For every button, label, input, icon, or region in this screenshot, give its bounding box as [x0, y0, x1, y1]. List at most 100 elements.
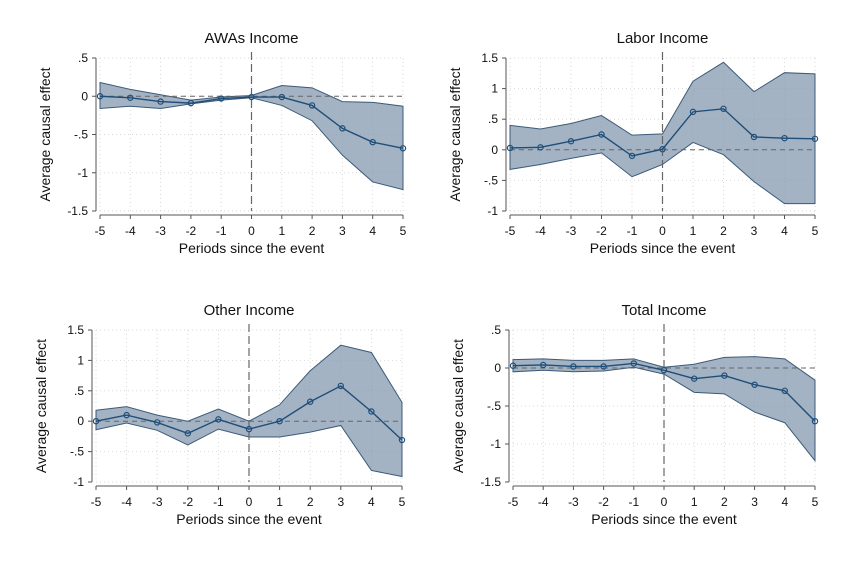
- estimate-point: [660, 367, 668, 374]
- y-axis-label: Average causal effect: [37, 67, 53, 201]
- y-tick-label: 1: [491, 82, 498, 96]
- y-tick-label: -1: [73, 475, 84, 489]
- estimate-point: [369, 138, 376, 146]
- x-tick-label: 4: [368, 495, 375, 509]
- estimate-point: [308, 102, 316, 109]
- x-tick-label: 0: [246, 495, 253, 509]
- estimate-point: [781, 134, 788, 142]
- chart-panel: -1 -.5 0 .5 1 1.5 -5 -4 -3 -2 -1 0 1 2 3 4 5 Other Income…: [33, 302, 406, 527]
- y-tick-label: -.5: [70, 445, 84, 459]
- x-tick-label: -2: [186, 224, 197, 238]
- x-tick-label: 3: [337, 495, 344, 509]
- x-axis-label: Periods since the event: [179, 240, 325, 256]
- estimate-line: [99, 95, 404, 149]
- confidence-band: [509, 61, 816, 205]
- estimate-point: [96, 93, 104, 100]
- estimate-point: [278, 93, 285, 101]
- x-tick-label: -3: [152, 495, 163, 509]
- x-tick-label: -4: [538, 495, 549, 509]
- y-tick-label: 0: [81, 89, 88, 103]
- chart-title: Other Income: [204, 302, 295, 319]
- confidence-band: [512, 356, 816, 463]
- estimate-point: [751, 381, 758, 388]
- estimate-point: [691, 375, 698, 382]
- x-tick-label: -2: [596, 224, 607, 238]
- chart-panel: -1.5 -1 -.5 0 .5 -5 -4 -3 -2 -1 0 1 2 3 4 5 AWAs Income P…: [37, 30, 407, 256]
- x-tick-label: 0: [248, 224, 255, 238]
- y-tick-label: 1.5: [481, 51, 498, 65]
- y-tick-label: -1: [487, 204, 498, 218]
- y-tick-label: .5: [78, 51, 88, 65]
- x-tick-label: -1: [216, 224, 227, 238]
- x-tick-label: 1: [278, 224, 285, 238]
- x-tick-label: -5: [505, 224, 516, 238]
- x-tick-label: -1: [627, 224, 638, 238]
- x-tick-label: -3: [566, 224, 577, 238]
- chart-title: Labor Income: [617, 30, 709, 47]
- y-tick-label: -.5: [74, 128, 88, 142]
- chart-title: AWAs Income: [205, 30, 299, 47]
- confidence-band: [99, 81, 404, 191]
- estimate-point: [598, 131, 605, 138]
- estimate-line: [512, 362, 816, 422]
- estimate-point: [630, 360, 638, 367]
- y-tick-label: -.5: [487, 399, 501, 413]
- x-tick-label: 3: [751, 495, 758, 509]
- chart-panel: -1.5 -1 -.5 0 .5 -5 -4 -3 -2 -1 0 1 2 3 4 5 Total Income…: [450, 302, 819, 527]
- estimate-point: [689, 108, 697, 116]
- x-tick-label: -1: [213, 495, 224, 509]
- estimate-line: [509, 108, 816, 157]
- y-axis-label: Average causal effect: [447, 67, 463, 201]
- x-tick-label: -4: [535, 224, 546, 238]
- confidence-band: [95, 344, 403, 478]
- y-tick-label: -1.5: [480, 475, 501, 489]
- x-tick-label: -2: [598, 495, 609, 509]
- x-tick-label: 0: [659, 224, 666, 238]
- x-tick-label: 5: [812, 495, 819, 509]
- estimate-point: [540, 361, 547, 369]
- estimate-point: [184, 430, 191, 437]
- x-tick-label: 2: [309, 224, 316, 238]
- x-tick-label: 0: [661, 495, 668, 509]
- x-tick-label: -4: [125, 224, 136, 238]
- estimate-line: [95, 385, 403, 441]
- estimate-point: [720, 105, 727, 112]
- estimate-point: [123, 411, 130, 419]
- x-tick-label: 3: [751, 224, 758, 238]
- x-tick-label: -3: [155, 224, 166, 238]
- estimate-point: [570, 363, 577, 370]
- estimate-point: [339, 125, 346, 132]
- y-tick-label: -.5: [484, 173, 498, 187]
- x-tick-label: -4: [121, 495, 132, 509]
- estimate-point: [153, 419, 161, 426]
- y-tick-label: 1.5: [67, 323, 84, 337]
- x-tick-label: -5: [91, 495, 102, 509]
- estimate-point: [781, 387, 789, 394]
- estimate-point: [92, 418, 100, 425]
- x-tick-label: 4: [369, 224, 376, 238]
- estimate-point: [628, 152, 636, 160]
- y-tick-label: .5: [488, 112, 498, 126]
- estimate-point: [398, 436, 406, 444]
- estimate-point: [217, 95, 225, 102]
- y-tick-label: 0: [491, 143, 498, 157]
- estimate-point: [721, 372, 728, 379]
- x-tick-label: 2: [720, 224, 727, 238]
- x-tick-label: -5: [95, 224, 106, 238]
- estimate-point: [127, 94, 134, 101]
- estimate-point: [307, 398, 314, 405]
- y-tick-label: .5: [74, 384, 84, 398]
- y-tick-label: 0: [494, 361, 501, 375]
- estimate-point: [187, 99, 195, 107]
- y-tick-label: -1: [77, 166, 88, 180]
- x-tick-label: -5: [508, 495, 519, 509]
- estimate-point: [537, 144, 544, 151]
- x-tick-label: 3: [339, 224, 346, 238]
- x-tick-label: 5: [399, 495, 406, 509]
- y-tick-label: -1: [490, 437, 501, 451]
- x-tick-label: 1: [276, 495, 283, 509]
- x-tick-label: 1: [690, 224, 697, 238]
- x-tick-label: 5: [812, 224, 819, 238]
- estimate-point: [811, 135, 819, 142]
- chart-title: Total Income: [621, 302, 706, 319]
